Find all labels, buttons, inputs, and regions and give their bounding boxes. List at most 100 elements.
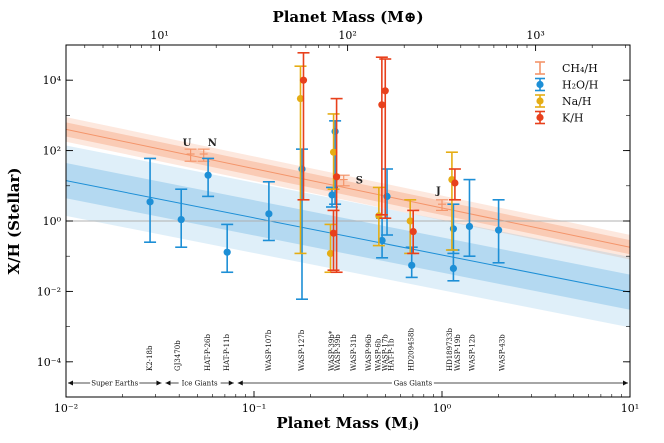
- planet-label: K2-18b: [146, 345, 154, 371]
- planet-class-arrows: Super Earths Ice Giants Gas Giants: [68, 378, 628, 388]
- point-h2o-h-3: [221, 223, 234, 274]
- marker: [299, 76, 308, 84]
- legend-entry-0: CH₄/H: [535, 61, 598, 75]
- legend: CH₄/H H₂O/H Na/H K/H: [535, 61, 598, 125]
- x-axis-title: Planet Mass (Mⱼ): [276, 414, 419, 432]
- letter-N: N: [208, 138, 217, 149]
- y-axis-title: X/H (Stellar): [5, 167, 23, 274]
- point-k-h-4: [379, 58, 392, 220]
- class-arrow-head-left: [165, 380, 171, 386]
- marker: [451, 179, 459, 187]
- y-tick-label: 10⁻⁴: [37, 356, 62, 369]
- planet-label: HAT-P-26b: [204, 333, 212, 371]
- point-h2o-h-2: [202, 157, 215, 198]
- legend-label: K/H: [562, 112, 584, 125]
- point-k-h-2: [330, 97, 343, 274]
- x2-axis-title: Planet Mass (M⊕): [272, 8, 423, 26]
- planet-label: GJ3470b: [174, 340, 182, 371]
- planet-label: WASP-19b: [454, 334, 462, 371]
- y-tick-label: 10⁴: [43, 74, 62, 87]
- marker: [204, 171, 212, 179]
- class-2: Gas Giants: [237, 378, 628, 388]
- y-tick-label: 10⁻²: [37, 285, 61, 298]
- class-1: Ice Giants: [165, 378, 234, 388]
- class-label-bg: [391, 378, 434, 388]
- marker: [409, 227, 417, 236]
- marker: [449, 264, 458, 273]
- legend-marker: [536, 80, 544, 89]
- marker: [265, 210, 273, 218]
- x2-tick-label: 10³: [526, 29, 544, 42]
- marker: [146, 198, 154, 206]
- marker: [381, 87, 389, 95]
- point-na-h-0: [294, 65, 307, 255]
- marker: [296, 95, 305, 103]
- fit-line-0: [66, 128, 630, 248]
- marker: [329, 148, 338, 156]
- marker: [177, 215, 185, 224]
- planet-label: HAT-P-11b: [223, 333, 231, 371]
- letter-J: J: [435, 186, 441, 197]
- point-k-h-5: [407, 209, 420, 255]
- legend-marker: [536, 113, 544, 122]
- marker: [298, 165, 306, 173]
- class-label: Gas Giants: [394, 380, 433, 388]
- fit-lines: [66, 128, 630, 293]
- planet-label: WASP-96b: [365, 334, 373, 371]
- marker: [331, 127, 339, 136]
- class-0: Super Earths: [68, 378, 162, 388]
- class-arrow-head-right: [228, 380, 234, 386]
- x2-tick-label: 10¹: [150, 29, 168, 42]
- marker: [326, 249, 335, 258]
- marker: [406, 217, 414, 225]
- marker: [465, 222, 474, 231]
- point-ch4-h-0: [184, 148, 197, 162]
- planet-label: WASP-107b: [265, 329, 273, 371]
- point-k-h-0: [297, 52, 310, 201]
- planet-label: WASP-6b: [375, 338, 383, 371]
- planet-label: WASP-39b*: [328, 330, 336, 371]
- class-arrow-head-left: [237, 380, 243, 386]
- planet-label: WASP-17b: [381, 334, 389, 371]
- x-tick-label: 10¹: [621, 402, 639, 415]
- point-h2o-h-1: [175, 188, 188, 249]
- planet-label: HAT-P-1b: [388, 338, 396, 371]
- y-tick-label: 10⁰: [43, 215, 62, 228]
- marker: [408, 261, 416, 269]
- legend-label: H₂O/H: [562, 79, 598, 92]
- marker: [328, 191, 336, 199]
- marker: [494, 226, 503, 234]
- letter-S: S: [356, 176, 363, 187]
- planet-label: WASP-39b: [334, 334, 342, 371]
- planet-label: HD209458b: [408, 328, 416, 371]
- class-arrow-head-right: [623, 380, 628, 386]
- planet-label: WASP-43b: [499, 334, 507, 371]
- x-tick-label: 10⁰: [433, 402, 452, 415]
- point-k-h-1: [327, 209, 340, 272]
- axes: 10⁻² 10⁻¹ 10⁰ 10¹ 10¹ 10² 10³ 10⁻⁴ 10⁻² 10⁰ 10² 10⁴: [37, 29, 639, 415]
- class-label: Ice Giants: [182, 380, 218, 388]
- class-label-bg: [90, 378, 140, 388]
- point-h2o-h-4: [262, 180, 275, 242]
- planet-name-labels: K2-18b GJ3470b HAT-P-26b HAT-P-11b WASP-107b…: [146, 328, 507, 371]
- point-h2o-h-10: [405, 246, 418, 279]
- planet-label: WASP-31b: [350, 334, 358, 371]
- legend-entry-1: H₂O/H: [535, 77, 598, 92]
- class-arrow-head-right: [156, 380, 162, 386]
- legend-entry-3: K/H: [535, 110, 584, 125]
- y-tick-label: 10²: [43, 145, 61, 158]
- marker: [378, 101, 386, 109]
- data-points: [144, 52, 505, 301]
- point-h2o-h-0: [144, 157, 157, 243]
- marker: [329, 229, 338, 237]
- marker: [223, 248, 231, 256]
- class-label-bg: [178, 378, 221, 388]
- legend-label: Na/H: [562, 95, 591, 108]
- legend-label: CH₄/H: [562, 62, 598, 75]
- class-label: Super Earths: [91, 380, 138, 388]
- point-ch4-h-3: [436, 199, 448, 212]
- x-tick-label: 10⁻²: [54, 402, 78, 415]
- point-h2o-h-13: [463, 178, 476, 258]
- point-h2o-h-14: [492, 199, 505, 264]
